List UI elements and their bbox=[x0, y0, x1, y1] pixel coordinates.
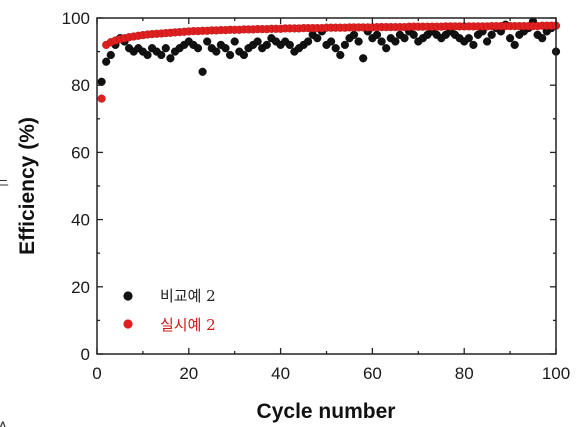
y-tick-label: 20 bbox=[71, 278, 90, 297]
legend-marker-example bbox=[123, 319, 133, 329]
y-axis-title: Efficiency (%) bbox=[16, 117, 39, 255]
comparative-point bbox=[354, 37, 363, 46]
legend-marker-comparative bbox=[123, 291, 133, 301]
left-edge-glyph: 느 bbox=[0, 174, 9, 190]
axis-ticks: 0 20 40 60 80 100 0 20 40 60 80 100 bbox=[62, 9, 571, 383]
comparative-point bbox=[469, 40, 478, 50]
comparative-point bbox=[161, 44, 170, 53]
comparative-point bbox=[221, 44, 230, 53]
comparative-point bbox=[336, 50, 345, 60]
comparative-point bbox=[239, 50, 249, 60]
x-tick-label: 0 bbox=[92, 364, 101, 383]
comparative-point bbox=[400, 34, 409, 43]
comparative-point bbox=[327, 37, 336, 46]
bottom-edge-glyph: A bbox=[0, 420, 8, 427]
comparative-point bbox=[382, 44, 391, 53]
legend-label-comparative: 비교예 2 bbox=[160, 287, 216, 305]
comparative-point bbox=[391, 37, 400, 46]
comparative-point bbox=[304, 37, 313, 46]
comparative-point bbox=[230, 37, 239, 46]
y-tick-label: 40 bbox=[71, 211, 90, 230]
comparative-point bbox=[372, 30, 382, 39]
comparative-point bbox=[166, 54, 175, 63]
comparative-point bbox=[193, 44, 203, 53]
y-tick-label: 100 bbox=[62, 9, 90, 28]
x-tick-label: 60 bbox=[363, 364, 382, 383]
comparative-point bbox=[340, 40, 350, 50]
comparative-point bbox=[157, 50, 166, 60]
comparative-point bbox=[359, 54, 368, 63]
comparative-point bbox=[253, 37, 262, 46]
example-point bbox=[97, 94, 106, 103]
legend: 비교예 2 실시예 2 bbox=[123, 287, 216, 334]
comparative-point bbox=[97, 77, 106, 86]
comparative-point bbox=[226, 50, 235, 60]
comparative-point bbox=[203, 37, 212, 46]
comparative-point bbox=[212, 47, 221, 56]
comparative-point bbox=[262, 40, 271, 50]
x-tick-label: 20 bbox=[179, 364, 198, 383]
series-example-points bbox=[97, 21, 561, 103]
comparative-point bbox=[285, 40, 294, 50]
comparative-point bbox=[143, 50, 152, 60]
x-tick-label: 100 bbox=[542, 364, 570, 383]
x-axis-title: Cycle number bbox=[257, 400, 396, 423]
x-tick-label: 80 bbox=[455, 364, 474, 383]
comparative-point bbox=[510, 40, 519, 50]
y-tick-label: 80 bbox=[71, 76, 90, 95]
comparative-point bbox=[313, 34, 322, 43]
comparative-point bbox=[487, 30, 496, 39]
comparative-point bbox=[409, 30, 418, 39]
comparative-point bbox=[198, 67, 207, 76]
comparative-point bbox=[538, 34, 547, 43]
y-tick-label: 60 bbox=[71, 143, 90, 162]
x-tick-label: 40 bbox=[271, 364, 290, 383]
legend-label-example: 실시예 2 bbox=[160, 316, 216, 334]
comparative-point bbox=[464, 34, 473, 43]
comparative-point bbox=[106, 50, 115, 60]
comparative-point bbox=[349, 30, 359, 39]
comparative-point bbox=[506, 34, 515, 43]
comparative-point bbox=[102, 57, 111, 66]
comparative-point bbox=[377, 37, 386, 46]
y-tick-label: 0 bbox=[81, 345, 90, 364]
comparative-point bbox=[483, 37, 492, 46]
comparative-point bbox=[331, 44, 340, 53]
